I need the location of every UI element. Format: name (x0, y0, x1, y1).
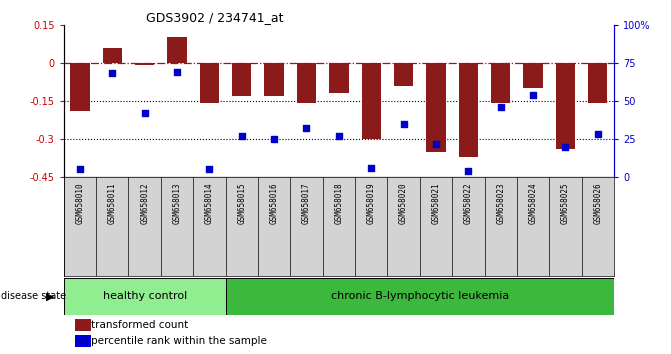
Bar (491, 63, 511, 103)
Bar (329, 63, 348, 93)
Text: GSM658015: GSM658015 (238, 182, 246, 224)
Text: GSM658020: GSM658020 (399, 182, 408, 224)
Point (107, 71, 117, 76)
Text: GSM658019: GSM658019 (367, 182, 376, 224)
Bar (167, 38, 187, 63)
Point (463, 168, 474, 174)
Point (172, 69, 183, 75)
Point (301, 125, 312, 131)
Bar (200, 63, 219, 103)
Text: GSM658025: GSM658025 (561, 182, 570, 224)
Text: GSM658018: GSM658018 (334, 182, 344, 224)
Bar (523, 63, 543, 88)
Text: transformed count: transformed count (91, 320, 189, 330)
Text: GSM658021: GSM658021 (431, 182, 440, 224)
Text: GSM658012: GSM658012 (140, 182, 149, 224)
Bar (135, 63, 154, 65)
Bar (426, 63, 446, 152)
Text: GSM658010: GSM658010 (75, 182, 85, 224)
Text: chronic B-lymphocytic leukemia: chronic B-lymphocytic leukemia (331, 291, 509, 302)
Bar (458, 63, 478, 157)
Text: GSM658014: GSM658014 (205, 182, 214, 224)
Text: ▶: ▶ (46, 291, 54, 302)
Text: percentile rank within the sample: percentile rank within the sample (91, 336, 267, 346)
Text: GSM658026: GSM658026 (593, 182, 603, 224)
Bar (64, 278, 225, 315)
Bar (225, 278, 614, 315)
Text: GSM658023: GSM658023 (496, 182, 505, 224)
Point (236, 133, 247, 139)
Point (204, 167, 215, 172)
Bar (362, 63, 381, 139)
Bar (264, 63, 284, 96)
Bar (556, 63, 575, 149)
Point (527, 92, 538, 98)
Text: GSM658022: GSM658022 (464, 182, 473, 224)
Point (495, 104, 506, 110)
Text: GDS3902 / 234741_at: GDS3902 / 234741_at (146, 11, 284, 24)
Point (431, 141, 442, 146)
Point (333, 133, 344, 139)
Text: GSM658011: GSM658011 (108, 182, 117, 224)
Point (560, 144, 571, 149)
Point (398, 121, 409, 126)
Point (74, 167, 85, 172)
Text: GSM658017: GSM658017 (302, 182, 311, 224)
Bar (297, 63, 316, 103)
Text: GSM658016: GSM658016 (270, 182, 278, 224)
Text: disease state: disease state (1, 291, 66, 302)
Point (366, 165, 376, 171)
Point (592, 132, 603, 137)
Point (140, 110, 150, 116)
Text: GSM658024: GSM658024 (529, 182, 537, 224)
Bar (232, 63, 252, 96)
Bar (588, 63, 607, 103)
Point (269, 136, 280, 142)
Text: GSM658013: GSM658013 (172, 182, 182, 224)
Bar (394, 63, 413, 86)
Bar (103, 47, 122, 63)
Bar (70, 63, 90, 111)
Text: healthy control: healthy control (103, 291, 187, 302)
Bar (74, 319, 91, 331)
Bar (74, 335, 91, 347)
